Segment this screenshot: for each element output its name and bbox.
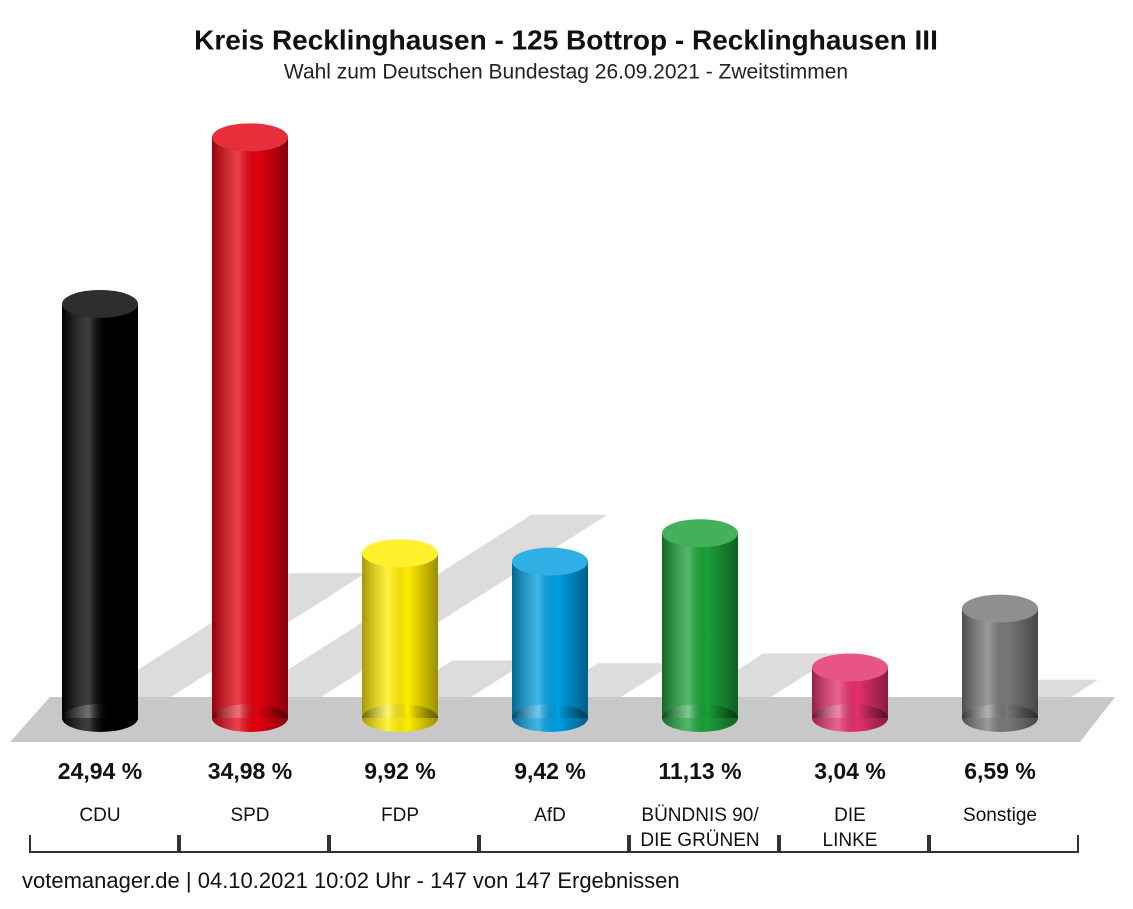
bar-top	[512, 547, 588, 576]
bar	[662, 519, 738, 732]
x-tick-label: BÜNDNIS 90/ DIE GRÜNEN	[640, 805, 760, 851]
bar-body-shade	[62, 303, 138, 718]
x-tick-label: DIE LINKE	[822, 805, 878, 851]
value-label: 3,04 %	[814, 758, 886, 784]
bracket	[779, 835, 929, 853]
bars	[62, 123, 1038, 732]
bar-top	[212, 123, 288, 152]
x-tick-label: SPD	[230, 805, 270, 826]
bar	[512, 547, 588, 732]
bar-top	[62, 289, 138, 318]
bar	[362, 539, 438, 732]
bar-body-shade	[512, 561, 588, 718]
value-label: 24,94 %	[57, 758, 143, 784]
bar-top-shade	[512, 547, 588, 576]
bar	[212, 123, 288, 732]
bar-top-shade	[962, 594, 1038, 623]
bar	[62, 289, 138, 732]
bracket	[29, 835, 179, 853]
bar-body-shade	[962, 608, 1038, 718]
bar-body-shade	[212, 137, 288, 718]
bar-top-shade	[362, 539, 438, 568]
value-label: 34,98 %	[207, 758, 293, 784]
bar-top	[662, 519, 738, 548]
bar-top-shade	[662, 519, 738, 548]
bracket	[629, 835, 779, 853]
value-label: 9,42 %	[514, 758, 586, 784]
bracket	[929, 835, 1079, 853]
x-tick-label: Sonstige	[963, 805, 1037, 826]
brackets	[29, 835, 1079, 853]
bar	[812, 653, 888, 732]
bracket	[479, 835, 629, 853]
bar-top	[812, 653, 888, 682]
bar-top	[362, 539, 438, 568]
bar	[962, 594, 1038, 732]
chart-title: Kreis Recklinghausen - 125 Bottrop - Rec…	[194, 24, 938, 55]
value-label: 6,59 %	[964, 758, 1036, 784]
x-tick-label: CDU	[79, 805, 121, 826]
bar-top-shade	[62, 289, 138, 318]
value-label: 9,92 %	[364, 758, 436, 784]
x-tick-label: AfD	[534, 805, 566, 826]
x-tick-label: FDP	[381, 805, 419, 826]
value-label: 11,13 %	[658, 758, 742, 784]
bar-top-shade	[812, 653, 888, 682]
bracket	[179, 835, 329, 853]
bar-body-shade	[662, 533, 738, 718]
bar-top	[962, 594, 1038, 623]
bar-top-shade	[212, 123, 288, 152]
chart-subtitle: Wahl zum Deutschen Bundestag 26.09.2021 …	[284, 61, 848, 84]
bracket	[329, 835, 479, 853]
footer: votemanager.de | 04.10.2021 10:02 Uhr - …	[22, 868, 680, 893]
bar-body-shade	[362, 553, 438, 718]
